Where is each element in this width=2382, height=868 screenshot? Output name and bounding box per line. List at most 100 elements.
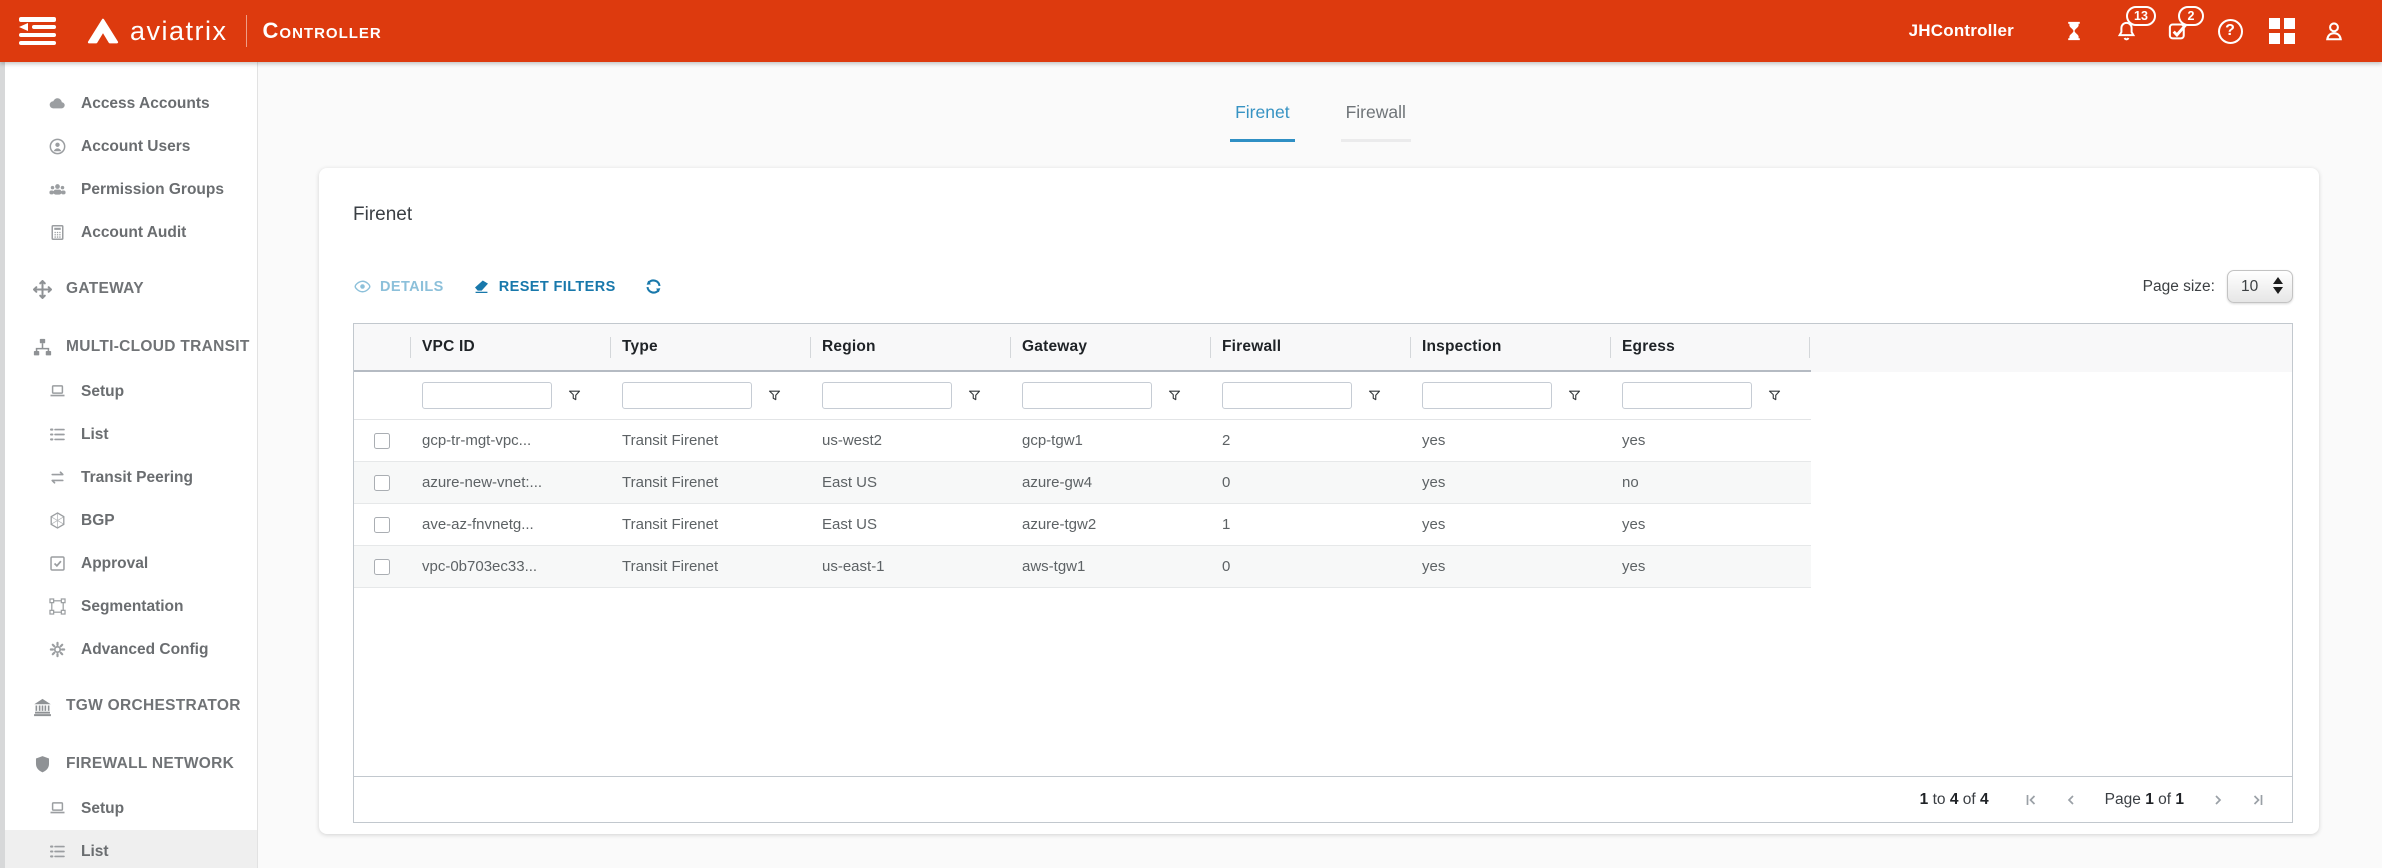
tab-firenet[interactable]: Firenet <box>1230 96 1295 142</box>
sidebar-section-label: TGW ORCHESTRATOR <box>66 697 241 714</box>
user-icon[interactable] <box>2308 8 2360 54</box>
sidebar-item-permission-groups[interactable]: Permission Groups <box>0 168 257 211</box>
page-size-select[interactable]: 10 <box>2227 270 2293 303</box>
sidebar-item-fw-list[interactable]: List <box>0 830 257 868</box>
cell-inspection: yes <box>1422 474 1446 491</box>
table-header-band: VPC ID Type Region Gateway Firewall Insp… <box>354 324 2292 372</box>
filter-funnel-icon[interactable] <box>567 388 582 403</box>
sidebar-item-access-accounts[interactable]: Access Accounts <box>0 82 257 125</box>
list-icon <box>46 841 68 863</box>
filter-input-firewall[interactable] <box>1222 382 1352 409</box>
page-size-value: 10 <box>2241 277 2259 295</box>
collapse-menu-icon[interactable] <box>0 0 74 62</box>
tab-bar: Firenet Firewall <box>259 96 2382 142</box>
pagination-page-info: Page 1 of 1 <box>2104 790 2184 808</box>
sidebar-section-gateway[interactable]: GATEWAY <box>0 266 257 312</box>
bell-icon[interactable]: 13 <box>2100 6 2156 54</box>
sidebar-item-label: List <box>81 842 109 860</box>
previous-page-icon[interactable] <box>2063 792 2079 808</box>
sidebar-item-transit-peering[interactable]: Transit Peering <box>0 456 257 499</box>
cell-egress: yes <box>1622 516 1646 533</box>
app-name: CONTROLLER <box>262 18 382 43</box>
row-checkbox[interactable] <box>374 516 390 533</box>
calculator-icon <box>46 222 68 244</box>
tab-firewall[interactable]: Firewall <box>1340 96 1411 142</box>
cloud-icon <box>46 93 68 115</box>
filter-input-vpc-id[interactable] <box>422 382 552 409</box>
cell-region: East US <box>822 516 878 533</box>
apps-grid-icon[interactable] <box>2256 8 2308 54</box>
sidebar-section-firewall-network[interactable]: FIREWALL NETWORK <box>0 741 257 787</box>
controller-name: JHController <box>1908 21 2014 40</box>
cell-region: us-east-1 <box>822 558 885 575</box>
sidebar-item-label: Permission Groups <box>81 180 224 198</box>
first-page-icon[interactable] <box>2023 792 2039 808</box>
filter-input-inspection[interactable] <box>1422 382 1552 409</box>
hexagon-globe-icon <box>46 510 68 532</box>
header-divider <box>245 15 247 47</box>
header-cell-gateway[interactable]: Gateway <box>1010 324 1210 370</box>
filter-funnel-icon[interactable] <box>1567 388 1582 403</box>
table-row[interactable]: ave-az-fnvnetg... Transit Firenet East U… <box>354 504 1811 546</box>
sidebar-section-multi-cloud-transit[interactable]: MULTI-CLOUD TRANSIT <box>0 324 257 370</box>
laptop-icon <box>46 798 68 820</box>
table-row[interactable]: azure-new-vnet:... Transit Firenet East … <box>354 462 1811 504</box>
row-checkbox[interactable] <box>374 558 390 575</box>
sidebar-item-account-audit[interactable]: Account Audit <box>0 211 257 254</box>
sidebar-item-advanced-config[interactable]: Advanced Config <box>0 628 257 671</box>
filter-input-gateway[interactable] <box>1022 382 1152 409</box>
details-button[interactable]: DETAILS <box>353 277 444 296</box>
filter-input-egress[interactable] <box>1622 382 1752 409</box>
sidebar-item-account-users[interactable]: Account Users <box>0 125 257 168</box>
sidebar-item-segmentation[interactable]: Segmentation <box>0 585 257 628</box>
tasks-check-icon[interactable]: 2 <box>2152 6 2204 54</box>
next-page-icon[interactable] <box>2210 792 2226 808</box>
filter-funnel-icon[interactable] <box>1767 388 1782 403</box>
sidebar-item-mct-setup[interactable]: Setup <box>0 370 257 413</box>
sidebar-item-label: Account Audit <box>81 223 187 241</box>
move-arrows-icon <box>30 277 54 301</box>
table-row[interactable]: gcp-tr-mgt-vpc... Transit Firenet us-wes… <box>354 420 1811 462</box>
row-checkbox[interactable] <box>374 474 390 491</box>
help-glyph: ? <box>2217 18 2243 44</box>
refresh-icon <box>646 279 661 294</box>
last-page-icon[interactable] <box>2250 792 2266 808</box>
cell-region: us-west2 <box>822 432 883 449</box>
exchange-arrows-icon <box>46 467 68 489</box>
sidebar-item-mct-list[interactable]: List <box>0 413 257 456</box>
cell-egress: yes <box>1622 558 1646 575</box>
reset-filters-button[interactable]: RESET FILTERS <box>472 277 616 296</box>
hourglass-icon[interactable] <box>2048 8 2100 54</box>
sidebar-item-label: Approval <box>81 554 149 572</box>
cell-region: East US <box>822 474 878 491</box>
table-row[interactable]: vpc-0b703ec33... Transit Firenet us-east… <box>354 546 1811 588</box>
header-cell-firewall[interactable]: Firewall <box>1210 324 1410 370</box>
filter-input-type[interactable] <box>622 382 752 409</box>
sidebar-section-tgw-orchestrator[interactable]: TGW ORCHESTRATOR <box>0 683 257 729</box>
sidebar-item-fw-setup[interactable]: Setup <box>0 787 257 830</box>
filter-funnel-icon[interactable] <box>767 388 782 403</box>
sidebar-item-label: Setup <box>81 799 125 817</box>
sidebar-item-approval[interactable]: Approval <box>0 542 257 585</box>
cell-vpc-id: ave-az-fnvnetg... <box>422 516 534 533</box>
cell-inspection: yes <box>1422 432 1446 449</box>
apps-grid-glyph <box>2269 18 2295 44</box>
filter-funnel-icon[interactable] <box>967 388 982 403</box>
filter-funnel-icon[interactable] <box>1167 388 1182 403</box>
header-cell-vpc-id[interactable]: VPC ID <box>410 324 610 370</box>
sitemap-icon <box>30 335 54 359</box>
header-cell-egress[interactable]: Egress <box>1610 324 1810 370</box>
header-cell-inspection[interactable]: Inspection <box>1410 324 1610 370</box>
header-cell-type[interactable]: Type <box>610 324 810 370</box>
header-cell-region[interactable]: Region <box>810 324 1010 370</box>
sidebar-item-bgp[interactable]: BGP <box>0 499 257 542</box>
refresh-button[interactable] <box>644 277 663 296</box>
filter-input-region[interactable] <box>822 382 952 409</box>
sidebar-section-label: MULTI-CLOUD TRANSIT <box>66 338 250 355</box>
filter-funnel-icon[interactable] <box>1367 388 1382 403</box>
row-checkbox[interactable] <box>374 432 390 449</box>
tasks-badge: 2 <box>2178 6 2204 26</box>
cell-gateway: aws-tgw1 <box>1022 558 1086 575</box>
sidebar-item-label: Setup <box>81 382 125 400</box>
help-icon[interactable]: ? <box>2204 8 2256 54</box>
